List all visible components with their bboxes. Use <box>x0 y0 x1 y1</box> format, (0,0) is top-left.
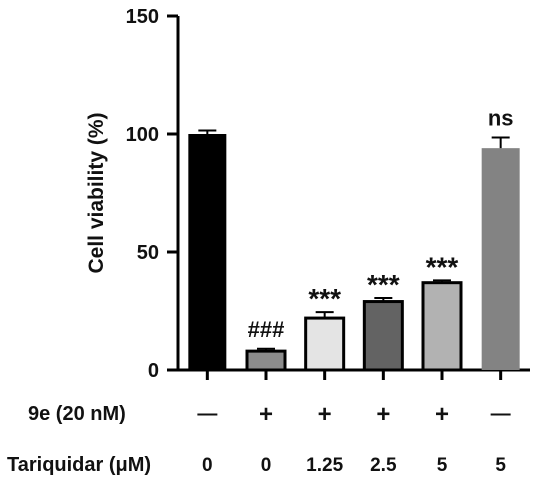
significance-label: *** <box>367 269 400 300</box>
row-value: 5 <box>437 455 448 476</box>
row-value: + <box>318 401 332 428</box>
row-value: 5 <box>495 455 506 476</box>
row-value: 0 <box>202 455 213 476</box>
row-value: + <box>376 401 390 428</box>
row-value: — <box>197 403 217 425</box>
bar <box>421 281 463 372</box>
significance-label: *** <box>426 251 459 282</box>
bar <box>304 316 346 372</box>
row-value: + <box>259 401 273 428</box>
bar <box>481 148 520 370</box>
condition-rows: 9e (20 nM) — + + + + — Tariquidar (μM) 0 0 1.25 2.5… <box>7 401 511 476</box>
row-label: 9e (20 nM) <box>28 403 126 425</box>
row-value: 2.5 <box>370 455 397 476</box>
bars <box>188 129 520 372</box>
significance-label: *** <box>308 283 341 314</box>
y-axis-label: Cell viability (%) <box>85 112 108 273</box>
x-axis <box>177 368 530 380</box>
y-tick-label: 150 <box>126 6 159 28</box>
row-value: 0 <box>261 455 272 476</box>
y-tick-label: 0 <box>148 360 159 382</box>
row-label: Tariquidar (μM) <box>7 454 151 476</box>
row-value: 1.25 <box>306 455 343 476</box>
significance-label: ns <box>488 106 514 131</box>
bar <box>362 300 404 372</box>
y-axis: 0 50 100 150 Cell viability (%) <box>85 6 180 382</box>
y-tick-label: 100 <box>126 124 159 146</box>
bar <box>188 134 227 370</box>
row-value: + <box>435 401 449 428</box>
bar <box>245 349 287 372</box>
annotations: ### *** *** *** ns <box>248 106 514 342</box>
y-tick-label: 50 <box>137 242 159 264</box>
row-value: — <box>491 403 511 425</box>
significance-label: ### <box>248 317 285 342</box>
